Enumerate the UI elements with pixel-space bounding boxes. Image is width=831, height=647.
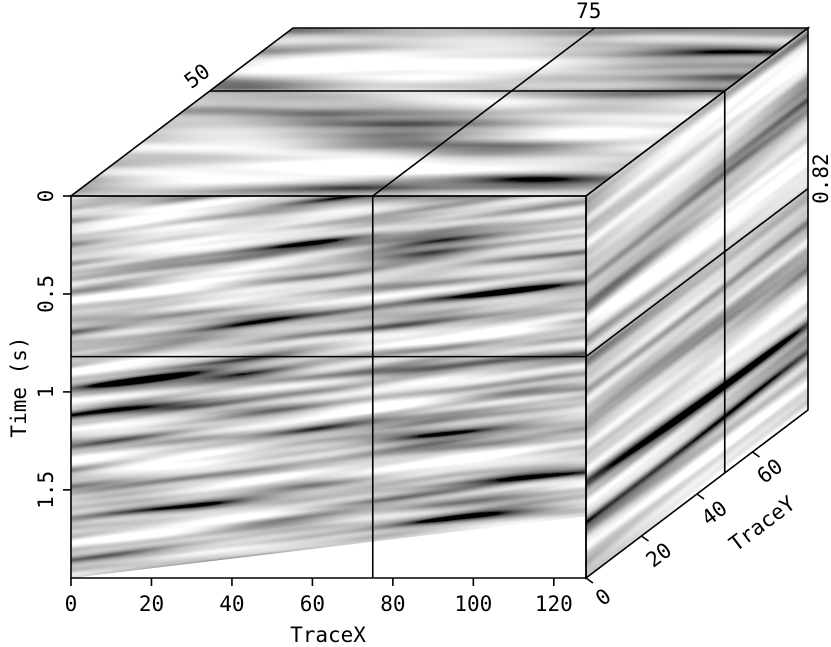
slice-label: 0.82 bbox=[809, 153, 831, 204]
top-face bbox=[71, 28, 808, 196]
y-slice-line bbox=[585, 187, 809, 358]
z-tick-label: 40 bbox=[697, 496, 732, 530]
slice-label: 50 bbox=[180, 59, 215, 93]
x-axis-label: TraceX bbox=[290, 623, 366, 647]
x-tick-label: 0 bbox=[65, 592, 78, 616]
z-axis-label: TraceY bbox=[725, 491, 800, 556]
z-tick-label: 20 bbox=[642, 538, 677, 572]
z-tick bbox=[696, 493, 705, 500]
x-tick-label: 120 bbox=[535, 592, 573, 616]
y-tick-label: 1 bbox=[34, 386, 58, 399]
x-tick-label: 40 bbox=[219, 592, 244, 616]
x-tick-label: 80 bbox=[380, 592, 405, 616]
top-face-texture bbox=[71, 28, 808, 196]
y-tick-label: 0.5 bbox=[34, 275, 58, 313]
side-outline bbox=[585, 26, 809, 580]
x-tick-label: 100 bbox=[454, 592, 492, 616]
z-tick bbox=[752, 451, 760, 458]
slice-label: 75 bbox=[576, 0, 601, 23]
z-tick bbox=[641, 535, 649, 542]
x-tick-label: 60 bbox=[300, 592, 325, 616]
side-face bbox=[586, 27, 808, 578]
x-slice-line bbox=[372, 27, 596, 197]
x-tick-label: 20 bbox=[139, 592, 164, 616]
z-tick bbox=[585, 577, 594, 584]
y-tick-label: 0 bbox=[34, 190, 58, 203]
z-tick-label: 60 bbox=[753, 454, 788, 488]
y-tick-label: 1.5 bbox=[34, 471, 58, 509]
z-tick-label: 0 bbox=[591, 584, 616, 611]
side-face-texture bbox=[586, 27, 808, 578]
y-axis-label: Time (s) bbox=[7, 336, 31, 437]
